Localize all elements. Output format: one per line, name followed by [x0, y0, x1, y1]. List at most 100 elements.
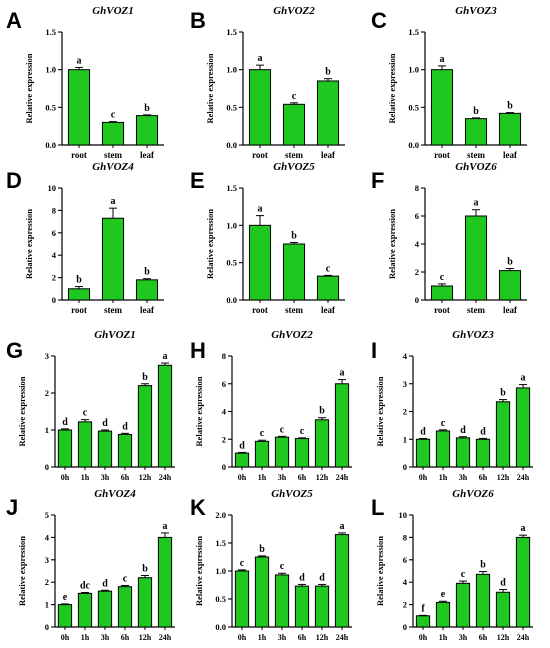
- y-tick-label: 1.5: [408, 27, 419, 37]
- y-tick-label: 8: [415, 183, 419, 193]
- bar: [97, 430, 113, 468]
- significance-label: c: [111, 110, 116, 121]
- bar: [234, 452, 250, 468]
- y-tick-label: 2: [45, 577, 49, 587]
- panel-b: B GhVOZ2 0.0 0.5 1.0 1.5 Relative expression a r…: [190, 5, 345, 160]
- significance-label: d: [239, 440, 245, 451]
- bar: [415, 615, 431, 628]
- significance-label: c: [326, 263, 331, 274]
- x-tick-label: 0h: [61, 633, 70, 642]
- bar: [498, 270, 522, 301]
- y-tick-label: 0.5: [45, 102, 56, 112]
- significance-label: a: [474, 198, 479, 209]
- panel-letter: D: [6, 168, 22, 193]
- x-tick-label: root: [71, 150, 87, 160]
- significance-label: d: [62, 417, 68, 428]
- y-tick-label: 3: [45, 555, 49, 565]
- bar: [515, 387, 531, 468]
- bar: [415, 438, 431, 468]
- significance-label: a: [258, 204, 263, 215]
- panel-title: GhVOZ4: [94, 488, 136, 500]
- significance-label: a: [340, 368, 345, 379]
- y-tick-label: 4: [45, 532, 50, 542]
- y-tick-label: 1: [45, 600, 49, 610]
- significance-label: a: [440, 54, 445, 65]
- y-tick-label: 6: [222, 379, 226, 389]
- panel-title: GhVOZ2: [273, 5, 315, 17]
- y-tick-label: 6: [415, 211, 419, 221]
- y-axis-label: Relative expression: [387, 53, 397, 123]
- x-tick-label: 12h: [316, 633, 329, 642]
- bar: [157, 536, 173, 628]
- bar: [117, 433, 133, 468]
- x-tick-label: 6h: [479, 633, 488, 642]
- significance-label: c: [461, 569, 466, 580]
- bar: [67, 288, 91, 301]
- panel-h: H GhVOZ2 0 2 4 6 8 Relative expression d 0h c 1h c 3h…: [190, 329, 352, 482]
- x-tick-label: leaf: [140, 305, 155, 315]
- panel-letter: F: [371, 168, 384, 193]
- bar: [316, 275, 340, 301]
- x-tick-label: 0h: [238, 473, 247, 482]
- y-tick-label: 2.0: [215, 510, 226, 520]
- significance-label: c: [300, 426, 305, 437]
- bar: [274, 574, 290, 628]
- y-tick-label: 2: [403, 600, 407, 610]
- significance-label: b: [144, 103, 150, 114]
- bar: [475, 438, 491, 468]
- bar: [137, 385, 153, 468]
- significance-label: b: [325, 67, 331, 78]
- significance-label: b: [473, 106, 479, 117]
- x-tick-label: 1h: [81, 633, 90, 642]
- y-axis-label: Relative expression: [375, 536, 385, 606]
- panel-g: G GhVOZ1 0 1 2 3 Relative expression d 0h c 1h d 3h d…: [6, 329, 175, 482]
- x-tick-label: root: [252, 150, 268, 160]
- panel-title: GhVOZ3: [452, 329, 494, 341]
- x-tick-label: root: [71, 305, 87, 315]
- panel-e: E GhVOZ5 0.0 0.5 1.0 1.5 Relative expression a r…: [190, 161, 345, 315]
- x-tick-label: leaf: [503, 150, 518, 160]
- y-axis-label: Relative expression: [17, 376, 27, 446]
- panel-title: GhVOZ1: [94, 329, 136, 341]
- panel-k: K GhVOZ5 0.0 0.5 1.0 1.5 2.0 Relative expressio…: [190, 488, 352, 642]
- y-tick-label: 4: [403, 351, 408, 361]
- bar: [248, 69, 272, 146]
- bar: [515, 536, 531, 628]
- x-tick-label: 0h: [419, 473, 428, 482]
- x-tick-label: 1h: [439, 633, 448, 642]
- bar: [316, 80, 340, 146]
- significance-label: b: [500, 388, 506, 399]
- x-tick-label: 24h: [336, 473, 349, 482]
- significance-label: b: [480, 560, 486, 571]
- panel-c: C GhVOZ3 0.0 0.5 1.0 1.5 Relative expression a r…: [371, 5, 527, 160]
- bar: [464, 215, 488, 301]
- significance-label: d: [299, 572, 305, 583]
- bar: [101, 217, 125, 301]
- panel-l: L GhVOZ6 0 2 4 6 8 10 Relative expression f 0h e 1h c…: [371, 488, 533, 642]
- bar: [117, 586, 133, 628]
- significance-label: a: [163, 521, 168, 532]
- y-tick-label: 6: [52, 228, 56, 238]
- bar: [248, 224, 272, 301]
- panel-letter: E: [190, 168, 205, 193]
- significance-label: d: [460, 425, 466, 436]
- y-tick-label: 2: [45, 388, 49, 398]
- bar: [97, 590, 113, 628]
- significance-label: b: [142, 372, 148, 383]
- y-tick-label: 0.5: [215, 594, 226, 604]
- y-tick-label: 1.0: [45, 65, 56, 75]
- bar: [274, 436, 290, 468]
- panel-f: F GhVOZ6 0 2 4 6 8 Relative expression c root a ste…: [371, 161, 527, 315]
- panel-letter: C: [371, 8, 387, 33]
- significance-label: a: [111, 196, 116, 207]
- x-tick-label: leaf: [140, 150, 155, 160]
- y-tick-label: 3: [45, 351, 49, 361]
- y-tick-label: 0.0: [226, 295, 237, 305]
- significance-label: d: [420, 426, 426, 437]
- x-tick-label: 24h: [336, 633, 349, 642]
- significance-label: d: [102, 578, 108, 589]
- panel-title: GhVOZ1: [92, 5, 134, 17]
- significance-label: b: [144, 267, 150, 278]
